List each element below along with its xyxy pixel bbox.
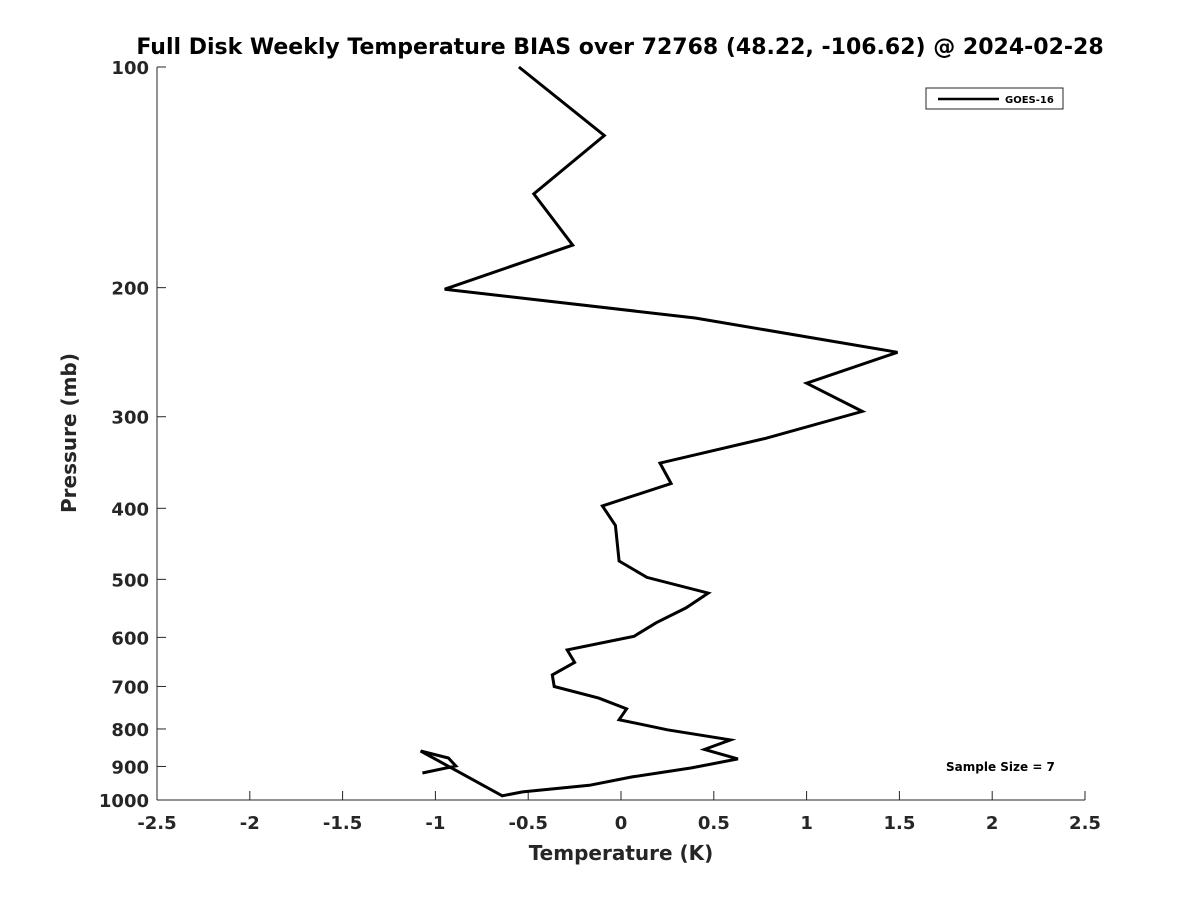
x-tick-label: 0.5 xyxy=(698,813,730,834)
y-tick-label: 200 xyxy=(111,279,149,300)
y-axis-label: Pressure (mb) xyxy=(57,353,81,513)
y-tick-label: 900 xyxy=(111,757,149,778)
plot-area xyxy=(157,67,1085,800)
chart-title: Full Disk Weekly Temperature BIAS over 7… xyxy=(136,35,1103,60)
y-tick-label: 100 xyxy=(111,58,149,79)
series-line-goes16 xyxy=(419,65,898,798)
x-tick-label: 1.5 xyxy=(883,813,915,834)
x-tick-label: 2 xyxy=(986,813,999,834)
x-tick-label: 0 xyxy=(615,813,628,834)
legend-label: GOES-16 xyxy=(1005,95,1054,106)
series-layer xyxy=(419,65,898,798)
y-tick-label: 500 xyxy=(111,570,149,591)
sample-size-annotation: Sample Size = 7 xyxy=(946,760,1055,774)
y-tick-label: 300 xyxy=(111,408,149,429)
x-axis-label: Temperature (K) xyxy=(529,841,714,865)
y-tick-label: 700 xyxy=(111,677,149,698)
y-tick-label: 400 xyxy=(111,499,149,520)
x-tick-label: -1.5 xyxy=(323,813,362,834)
y-tick-label: 800 xyxy=(111,720,149,741)
x-axis-ticks: -2.5 -2 -1.5 -1 -0.5 0 0.5 1 1.5 2 2.5 xyxy=(137,791,1101,834)
y-tick-label: 600 xyxy=(111,628,149,649)
y-axis-ticks: 100 200 300 400 500 600 700 800 900 1000 xyxy=(99,58,166,812)
legend: GOES-16 xyxy=(925,87,1064,110)
x-tick-label: -2 xyxy=(240,813,260,834)
x-tick-label: 2.5 xyxy=(1069,813,1101,834)
y-tick-label: 1000 xyxy=(99,791,149,812)
x-tick-label: -1 xyxy=(425,813,445,834)
x-tick-label: -2.5 xyxy=(137,813,176,834)
x-tick-label: 1 xyxy=(800,813,813,834)
x-tick-label: -0.5 xyxy=(509,813,548,834)
